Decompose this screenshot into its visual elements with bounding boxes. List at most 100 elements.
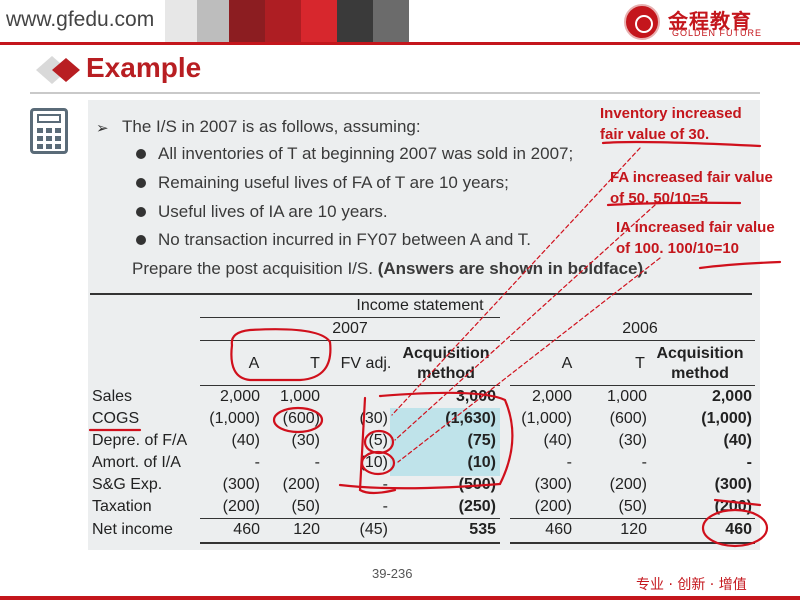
assumption-3: Useful lives of IA are 10 years.: [158, 202, 388, 221]
rule-2006: [510, 340, 755, 341]
logo-seal-icon: [624, 4, 660, 40]
cell-t-2006: (600): [609, 410, 647, 427]
col-header-a: A: [248, 355, 260, 372]
cell-acq-2006: (1,000): [701, 410, 752, 427]
rule-2007: [200, 340, 500, 341]
logo-text-cn: 金程教育: [668, 9, 752, 33]
row-label: S&G Exp.: [92, 476, 163, 493]
cell-a: (1,000): [209, 410, 260, 427]
col-header-a-2006: A: [561, 355, 573, 372]
cell-a-2006: (200): [534, 498, 572, 515]
col-header-fv-adj: FV adj.: [340, 355, 392, 372]
assumption-1: All inventories of T at beginning 2007 w…: [158, 144, 574, 163]
cell-fv: (45): [359, 521, 388, 538]
cell-a-2006: (40): [543, 432, 572, 449]
cell-fv: (30): [359, 410, 388, 427]
arrow-ia: [397, 257, 661, 463]
cell-a-2006: 460: [545, 521, 572, 538]
rule-header-2007: [200, 385, 500, 386]
cell-a-2006: (1,000): [521, 410, 572, 427]
rule-income-statement: [200, 317, 500, 318]
cell-t: -: [314, 454, 320, 471]
top-bar: www.gfedu.com 金程教育 GOLDEN FUTURE: [0, 0, 800, 42]
circle-depre: [363, 429, 395, 455]
site-url: www.gfedu.com: [6, 8, 155, 31]
rule-header-2006: [510, 385, 755, 386]
bullet-icon: [136, 207, 146, 217]
logo-text-en: GOLDEN FUTURE: [672, 28, 763, 38]
income-statement-header: Income statement: [356, 297, 484, 314]
col-header-acq2006-2: method: [671, 365, 729, 382]
circle-460: [701, 508, 769, 548]
cell-a: (300): [222, 476, 260, 493]
cell-a: 2,000: [219, 388, 260, 405]
bullet-icon: [136, 149, 146, 159]
cell-t: 1,000: [279, 388, 320, 405]
annotation-inventory: Inventory increased fair value of 30.: [600, 105, 742, 143]
header-stripes: [165, 0, 409, 42]
page-number: 39-236: [372, 566, 413, 581]
bracket-fv: [358, 396, 397, 495]
col-header-acq-1: Acquisition: [402, 345, 490, 362]
cell-acq: (10): [467, 454, 496, 471]
bullet-icon: [136, 178, 146, 188]
cell-acq-2006: -: [746, 454, 752, 471]
cell-a: (200): [222, 498, 260, 515]
cell-acq: (1,630): [445, 410, 496, 427]
cell-acq: 535: [469, 521, 496, 538]
header-divider: [0, 42, 800, 45]
row-label: Taxation: [92, 498, 152, 515]
rule-total-2006: [510, 518, 755, 519]
circle-amort: [360, 450, 396, 476]
calculator-icon: [30, 108, 68, 154]
cell-acq: (500): [458, 476, 496, 493]
cell-acq-2006: (300): [714, 476, 752, 493]
row-label: Depre. of F/A: [92, 432, 188, 449]
intro-lead: The I/S in 2007 is as follows, assuming:: [122, 117, 421, 136]
bullet-icon: [136, 235, 146, 245]
cell-fv: -: [382, 498, 388, 515]
cell-t: (600): [282, 410, 320, 427]
cell-a-2006: (300): [534, 476, 572, 493]
cell-acq-2006: (40): [723, 432, 752, 449]
circle-a-t: [230, 328, 332, 382]
col-header-t-2006: T: [635, 355, 645, 372]
cell-acq: (250): [458, 498, 496, 515]
circle-600: [272, 406, 324, 434]
arrow-bullet-icon: ➢: [96, 120, 109, 137]
rule-bottom-2006: [510, 542, 755, 544]
underline-fa: [606, 201, 742, 207]
table-top-rule: [90, 293, 752, 295]
cell-t: (200): [282, 476, 320, 493]
cell-t-2006: (50): [618, 498, 647, 515]
assumption-4: No transaction incurred in FY07 between …: [158, 230, 531, 249]
cell-a: 460: [233, 521, 260, 538]
col-header-acq-2: method: [417, 365, 475, 382]
page-title: Example: [86, 52, 202, 83]
adjustment-highlight: [390, 408, 500, 476]
cell-t-2006: 1,000: [606, 388, 647, 405]
mark-200: [713, 498, 762, 507]
cell-acq-2006: 2,000: [711, 388, 752, 405]
year-2007-header: 2007: [332, 320, 368, 337]
annotation-ia: IA increased fair value of 100. 100/10=1…: [616, 219, 775, 257]
row-label: Amort. of I/A: [92, 454, 181, 471]
bracket-acq: [338, 391, 514, 490]
cell-fv: (10): [359, 454, 388, 471]
row-label: Sales: [92, 388, 133, 405]
row-label: COGS: [92, 410, 140, 427]
cell-t-2006: 120: [620, 521, 647, 538]
assumption-2: Remaining useful lives of FA of T are 10…: [158, 173, 509, 192]
cell-t: (30): [291, 432, 320, 449]
footer-slogan: 专业 · 创新 · 增值: [636, 577, 747, 593]
arrow-fa: [394, 204, 656, 441]
footer-bar: [0, 596, 800, 600]
year-2006-header: 2006: [622, 320, 658, 337]
underline-ia: [698, 260, 782, 270]
cell-t: (50): [291, 498, 320, 515]
cell-a-2006: 2,000: [531, 388, 572, 405]
company-logo: 金程教育 GOLDEN FUTURE: [624, 4, 794, 40]
cell-t-2006: -: [641, 454, 647, 471]
cell-acq: (75): [467, 432, 496, 449]
